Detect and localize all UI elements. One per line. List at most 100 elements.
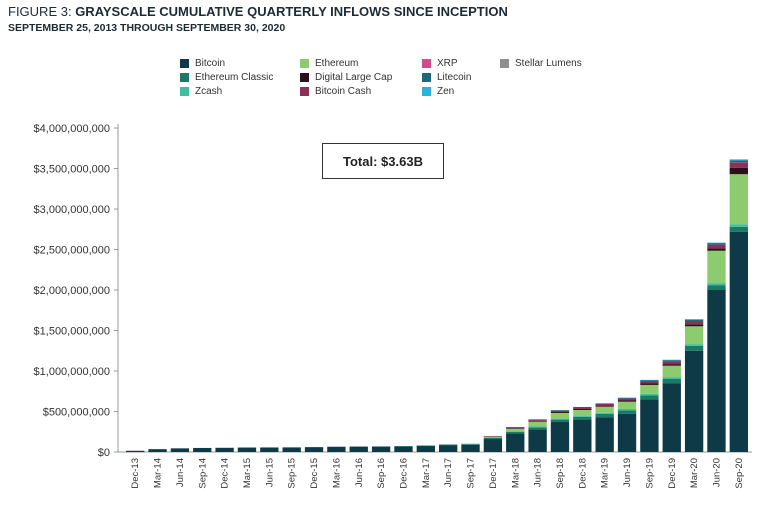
- x-tick-label: Jun-18: [533, 458, 544, 487]
- bar-segment-bitcoin-cash: [707, 244, 726, 249]
- legend-label: Ethereum: [315, 58, 359, 69]
- legend-label: XRP: [437, 58, 458, 69]
- bar-segment-zcash: [550, 418, 570, 420]
- bar-segment-digital-large-cap: [729, 167, 748, 175]
- bar-segment-zen: [617, 397, 637, 399]
- bar-segment-bitcoin: [483, 439, 503, 452]
- bar-segment-digital-large-cap: [707, 248, 726, 251]
- bar-segment-bitcoin: [439, 445, 458, 452]
- bar-segment-bitcoin-cash: [640, 381, 659, 384]
- chart-title: FIGURE 3: GRAYSCALE CUMULATIVE QUARTERLY…: [8, 4, 508, 19]
- bar-segment-bitcoin: [327, 446, 346, 452]
- bar-segment-bitcoin: [662, 383, 681, 452]
- chart-title-text: GRAYSCALE CUMULATIVE QUARTERLY INFLOWS S…: [75, 4, 508, 19]
- bar-segment-litecoin: [506, 427, 525, 428]
- x-tick-label: Mar-17: [421, 458, 432, 488]
- x-tick-label: Dec-17: [488, 458, 499, 489]
- x-tick-label: Dec-18: [577, 458, 588, 489]
- x-tick-label: Sep-14: [197, 458, 208, 489]
- legend-item-stellar-lumens: Stellar Lumens: [500, 58, 582, 69]
- x-tick-label: Dec-19: [667, 458, 678, 489]
- bar-segment-bitcoin: [707, 290, 726, 452]
- bar-segment-litecoin: [528, 419, 547, 420]
- bar-segment-ethereum: [595, 406, 614, 413]
- bar-segment-bitcoin-cash: [729, 162, 748, 168]
- x-tick-label: Jun-16: [354, 458, 365, 487]
- legend-item-digital-large-cap: Digital Large Cap: [300, 72, 392, 83]
- bar-segment-zcash: [617, 408, 637, 411]
- x-tick-label: Mar-15: [242, 458, 253, 488]
- legend-label: Bitcoin: [195, 58, 226, 69]
- bar-segment-litecoin: [662, 360, 681, 362]
- bar-segment-zen: [662, 359, 681, 361]
- bar-segment-ethereum: [550, 412, 570, 419]
- bar-segment-ethereum-classic: [617, 410, 637, 414]
- bar-segment-bitcoin: [394, 446, 413, 452]
- bar-segment-digital-large-cap: [573, 408, 592, 410]
- bar-segment-ethereum-classic: [707, 285, 726, 290]
- y-tick-label: $1,500,000,000: [34, 326, 110, 338]
- x-tick-label: Mar-16: [331, 458, 342, 488]
- x-tick-label: Mar-19: [600, 458, 611, 488]
- bar-segment-zcash: [483, 437, 503, 439]
- bar-segment-ethereum-classic: [394, 446, 413, 447]
- x-tick-label: Mar-14: [153, 458, 164, 488]
- bar-segment-bitcoin: [729, 231, 748, 452]
- bar-segment-ethereum: [662, 365, 681, 378]
- x-tick-label: Sep-20: [734, 458, 745, 489]
- bar-segment-bitcoin-cash: [617, 398, 637, 401]
- legend-swatch: [422, 73, 431, 82]
- y-tick-label: $3,500,000,000: [34, 164, 110, 176]
- bar-segment-bitcoin-cash: [573, 407, 592, 409]
- bar-segment-zcash: [640, 393, 659, 396]
- bar-segment-ethereum: [573, 409, 592, 416]
- bar-segment-bitcoin: [193, 447, 212, 452]
- x-tick-label: Dec-15: [309, 458, 320, 489]
- bar-segment-bitcoin: [260, 447, 279, 452]
- bar-segment-bitcoin: [215, 447, 234, 452]
- legend-item-litecoin: Litecoin: [422, 72, 471, 83]
- bar-segment-litecoin: [729, 160, 748, 163]
- bar-segment-bitcoin: [237, 447, 257, 452]
- bar-segment-digital-large-cap: [640, 383, 659, 385]
- x-tick-label: Jun-20: [711, 458, 722, 487]
- bar-segment-bitcoin: [640, 399, 659, 452]
- bar-segment-ethereum-classic: [550, 419, 570, 423]
- bar-segment-bitcoin-cash: [528, 419, 547, 421]
- bar-segment-bitcoin-cash: [595, 403, 614, 406]
- bar-segment-litecoin: [640, 380, 659, 382]
- bar-segment-bitcoin: [550, 422, 570, 452]
- legend-item-ethereum: Ethereum: [300, 58, 358, 69]
- x-tick-label: Jun-14: [175, 458, 186, 487]
- bar-segment-ethereum: [640, 384, 659, 394]
- bar-segment-stellar-lumens: [729, 159, 748, 160]
- y-tick-label: $4,000,000,000: [34, 123, 110, 135]
- x-tick-label: Mar-20: [689, 458, 700, 488]
- bar-segment-litecoin: [707, 243, 726, 245]
- bar-segment-zcash: [461, 443, 480, 445]
- bar-segment-ethereum-classic: [439, 444, 458, 446]
- bar-segment-litecoin: [573, 406, 592, 408]
- bar-segment-bitcoin: [148, 449, 167, 452]
- legend-swatch: [300, 87, 309, 96]
- bar-segment-bitcoin: [617, 413, 637, 452]
- bar-segment-zcash: [506, 431, 525, 432]
- x-tick-label: Dec-16: [398, 458, 409, 489]
- bar-segment-zcash: [662, 377, 681, 379]
- bar-segment-digital-large-cap: [662, 364, 681, 366]
- bar-segment-zcash: [528, 426, 547, 428]
- x-tick-label: Jun-19: [622, 458, 633, 487]
- bar-segment-bitcoin-cash: [662, 361, 681, 365]
- total-annotation: Total: $3.63B: [322, 143, 444, 179]
- bar-segment-bitcoin: [371, 446, 391, 452]
- y-tick-label: $2,500,000,000: [34, 245, 110, 257]
- bar-segment-ethereum-classic: [729, 226, 748, 232]
- bar-segment-bitcoin: [573, 419, 592, 452]
- bar-segment-bitcoin: [528, 429, 547, 452]
- legend-swatch: [180, 73, 189, 82]
- x-tick-label: Jun-17: [443, 458, 454, 487]
- legend-item-ethereum-classic: Ethereum Classic: [180, 72, 273, 83]
- bar-segment-ethereum: [729, 174, 748, 225]
- legend-label: Bitcoin Cash: [315, 86, 372, 97]
